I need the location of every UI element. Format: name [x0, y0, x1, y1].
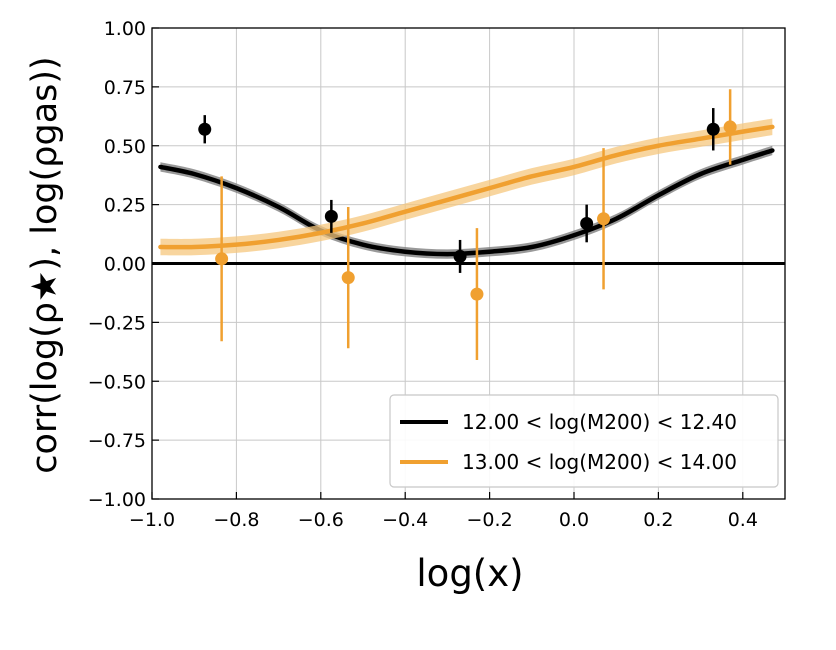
x-tick-label: 0.0: [559, 509, 589, 531]
data-point: [706, 122, 720, 136]
series-line-1: [158, 148, 775, 257]
x-tick-label: −0.6: [298, 509, 344, 531]
data-point: [580, 216, 594, 230]
y-tick-label: 1.00: [104, 18, 146, 40]
y-tick-label: −1.00: [88, 489, 146, 511]
x-tick-label: 0.2: [643, 509, 673, 531]
x-tick-label: −0.2: [467, 509, 513, 531]
y-axis-label: corr(log(ρ★), log(ρgas)): [25, 56, 65, 473]
legend-entry-1: 12.00 < log(M200) < 12.40: [462, 410, 737, 434]
y-tick-label: 0.75: [104, 77, 146, 99]
legend: 12.00 < log(M200) < 12.40 13.00 < log(M2…: [389, 394, 779, 488]
x-tick-label: −1.0: [129, 509, 175, 531]
data-point: [723, 120, 737, 134]
data-point: [597, 212, 611, 226]
x-tick-label: −0.4: [382, 509, 428, 531]
data-point: [470, 287, 484, 301]
x-tick-label: −0.8: [213, 509, 259, 531]
axis-ticks: −1.0 −0.8 −0.6 −0.4 −0.2 0.0 0.2 0.4 −1.00 −0.75 −…: [88, 18, 758, 531]
y-tick-label: 0.00: [104, 254, 146, 276]
data-point: [324, 209, 338, 223]
y-tick-label: −0.25: [88, 312, 146, 334]
data-point: [198, 122, 212, 136]
legend-entry-2: 13.00 < log(M200) < 14.00: [462, 450, 737, 474]
series-layer: [152, 89, 785, 361]
x-axis-label: log(x): [416, 552, 523, 595]
series-line-2: [158, 124, 775, 250]
y-tick-label: 0.50: [104, 136, 146, 158]
y-tick-label: 0.25: [104, 195, 146, 217]
legend-box: [389, 394, 779, 488]
x-tick-label: 0.4: [728, 509, 758, 531]
data-point: [453, 249, 467, 263]
y-tick-label: −0.75: [88, 430, 146, 452]
data-point: [341, 271, 355, 285]
data-point: [215, 252, 229, 266]
y-tick-label: −0.50: [88, 371, 146, 393]
